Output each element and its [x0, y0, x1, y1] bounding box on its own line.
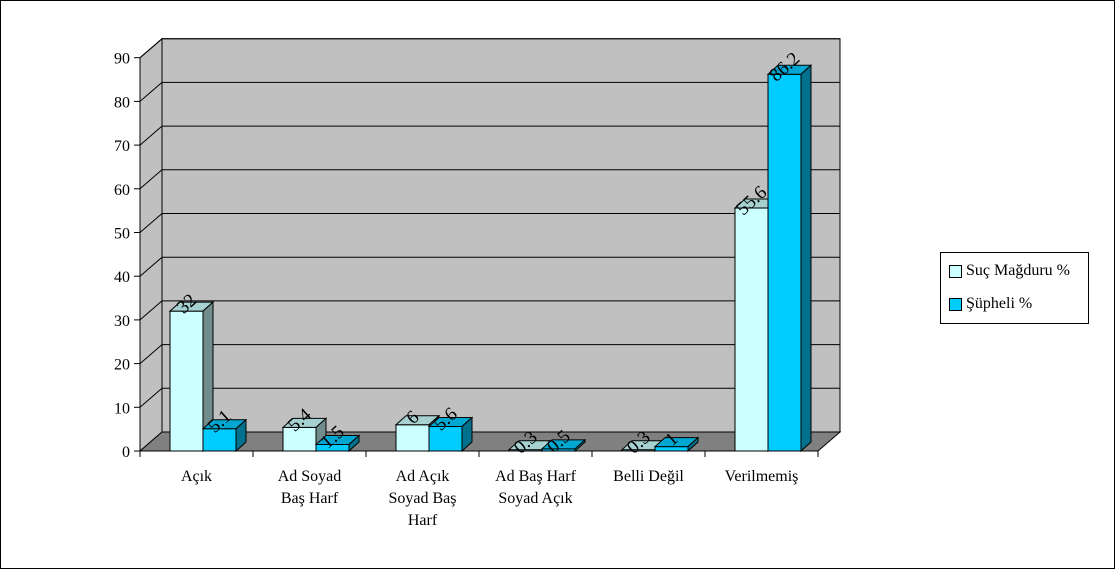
- y-tick-label: 60: [114, 182, 130, 199]
- x-tick-label: Ad Baş Harf Soyad Açık: [495, 468, 577, 507]
- y-tick-label: 80: [114, 94, 130, 111]
- legend-label-series-2: Şüpheli %: [966, 295, 1033, 312]
- legend-swatch-series-2: [949, 297, 962, 311]
- bar-front: [169, 310, 204, 452]
- x-tick-label: Belli Değil: [613, 468, 684, 485]
- bar-front: [767, 73, 802, 452]
- bar-side: [574, 438, 586, 453]
- y-tick-label: 50: [114, 226, 130, 243]
- bar-side: [800, 64, 812, 453]
- x-tick-label: Ad Soyad Baş Harf: [278, 468, 342, 507]
- bar-side: [687, 436, 699, 453]
- legend-label-series-1: Suç Mağduru %: [966, 262, 1070, 279]
- x-tick-label: Verilmemiş: [725, 468, 799, 485]
- bar-front: [428, 426, 463, 452]
- bar-side: [235, 418, 247, 453]
- x-tick-label: Ad Açık Soyad Baş Harf: [389, 468, 457, 529]
- plot-side-wall: [139, 37, 163, 453]
- gridline-side: [139, 344, 163, 364]
- gridline-side: [139, 125, 163, 146]
- y-tick-label: 0: [122, 444, 130, 461]
- gridline-side: [139, 300, 163, 321]
- legend-swatch-series-1: [949, 264, 962, 278]
- gridline-side: [139, 213, 163, 233]
- legend-item-series-2: Şüpheli %: [949, 295, 1032, 313]
- y-tick-label: 10: [114, 400, 130, 417]
- x-tick-label: Açık: [181, 468, 212, 485]
- bar-side: [461, 416, 473, 453]
- y-tick-label: 70: [114, 138, 130, 155]
- bar-front: [734, 207, 769, 452]
- gridline-side: [139, 38, 163, 59]
- bar-side: [348, 434, 360, 453]
- legend: Suç Mağduru % Şüpheli %: [940, 252, 1089, 324]
- gridline-side: [139, 387, 163, 408]
- y-tick-label: 20: [114, 357, 130, 374]
- y-tick-label: 30: [114, 313, 130, 330]
- legend-item-series-1: Suç Mağduru %: [949, 262, 1070, 280]
- gridline-side: [139, 256, 163, 277]
- gridline-side: [139, 82, 163, 102]
- gridline-side: [139, 169, 163, 190]
- bar-front: [395, 424, 430, 452]
- y-tick-label: 40: [114, 269, 130, 286]
- y-tick-label: 90: [114, 51, 130, 68]
